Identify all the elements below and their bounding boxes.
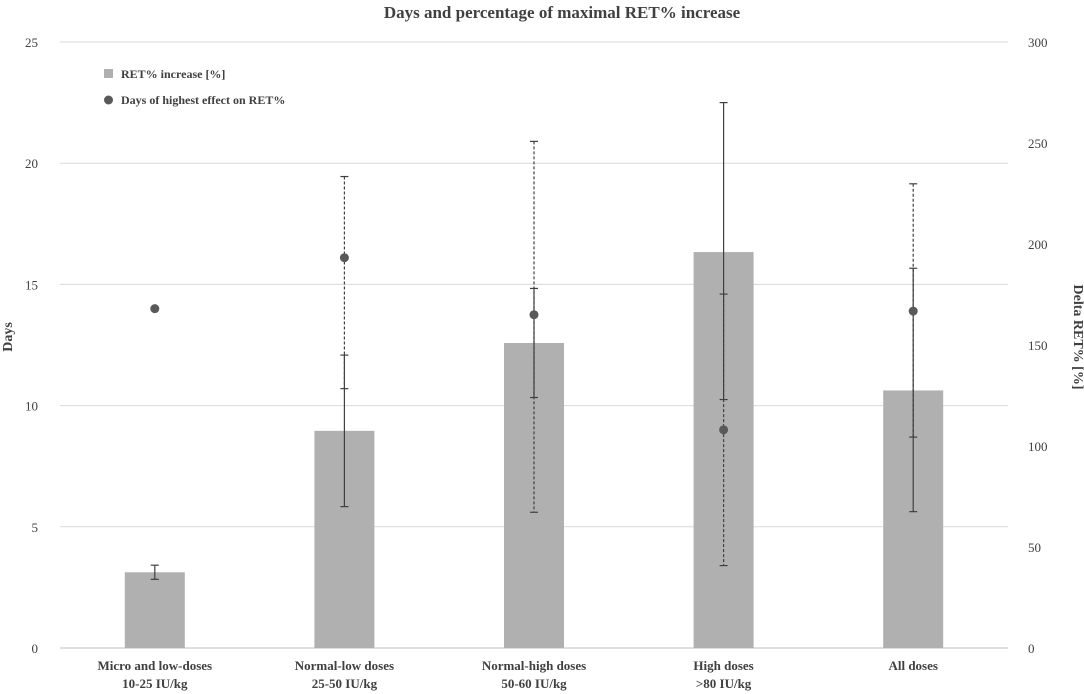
y2-tick-label: 300 bbox=[1028, 35, 1048, 50]
chart-title: Days and percentage of maximal RET% incr… bbox=[384, 3, 741, 22]
y2-tick-label: 50 bbox=[1028, 540, 1041, 555]
y-tick-label: 20 bbox=[25, 156, 38, 171]
y-tick-label: 15 bbox=[25, 277, 38, 292]
point-series bbox=[150, 253, 918, 435]
data-point bbox=[908, 306, 918, 316]
legend-swatch-point bbox=[104, 95, 113, 105]
bar bbox=[124, 572, 185, 648]
data-point bbox=[719, 425, 729, 435]
point-error-bar bbox=[340, 175, 349, 390]
category-label: 25-50 IU/kg bbox=[312, 676, 378, 691]
data-point bbox=[150, 304, 160, 314]
y2-tick-label: 200 bbox=[1028, 237, 1048, 252]
category-label: 10-25 IU/kg bbox=[122, 676, 188, 691]
category-labels: Micro and low-doses 10-25 IU/kg Normal-low… bbox=[97, 658, 937, 691]
legend-label-bar: RET% increase [%] bbox=[121, 67, 225, 81]
category-label: Normal-low doses bbox=[295, 658, 394, 673]
y-axis-label: Days bbox=[1, 322, 16, 352]
y2-tick-label: 150 bbox=[1028, 338, 1048, 353]
y-tick-label: 25 bbox=[25, 35, 38, 50]
y-tick-label: 5 bbox=[32, 520, 39, 535]
category-label: Micro and low-doses bbox=[97, 658, 212, 673]
y2-tick-label: 250 bbox=[1028, 136, 1048, 151]
y-tick-label: 0 bbox=[32, 641, 39, 656]
legend-swatch-bar bbox=[104, 69, 113, 78]
data-point bbox=[529, 310, 539, 320]
data-point bbox=[339, 253, 349, 263]
category-label: High doses bbox=[693, 658, 753, 673]
point-error-bar bbox=[530, 140, 538, 513]
y2-tick-label: 100 bbox=[1028, 439, 1048, 454]
y-tick-label: 10 bbox=[25, 399, 38, 414]
legend: RET% increase [%] Days of highest effect… bbox=[104, 67, 285, 107]
y2-tick-label: 0 bbox=[1028, 641, 1035, 656]
category-label: 50-60 IU/kg bbox=[501, 676, 567, 691]
category-label: >80 IU/kg bbox=[696, 676, 752, 691]
category-label: Normal-high doses bbox=[482, 658, 586, 673]
y-axis-ticks: 0 5 10 15 20 25 bbox=[25, 35, 38, 656]
legend-label-point: Days of highest effect on RET% bbox=[121, 93, 285, 107]
bar-error-bar bbox=[340, 354, 349, 508]
point-error-bars bbox=[340, 140, 918, 567]
y2-axis-ticks: 0 50 100 150 200 250 300 bbox=[1028, 35, 1048, 656]
y2-axis-label: Delta RET% [%] bbox=[1070, 285, 1084, 390]
category-label: All doses bbox=[888, 658, 937, 673]
bar-error-bar bbox=[150, 564, 159, 580]
